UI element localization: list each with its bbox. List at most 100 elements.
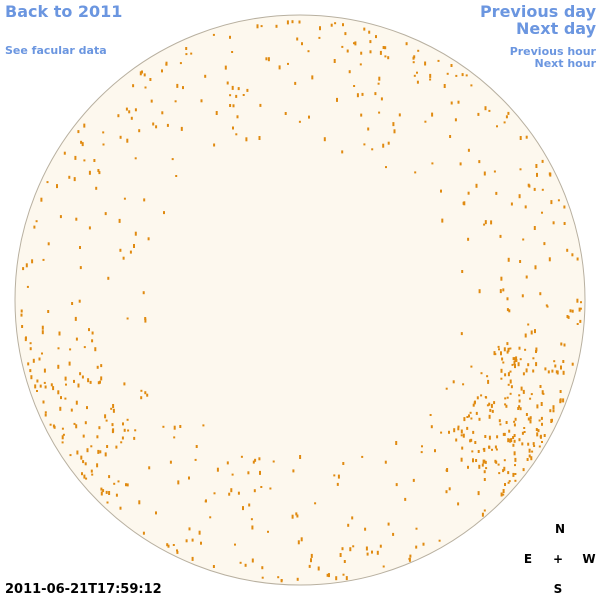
facula [552,221,555,225]
facula [576,323,579,325]
facula [576,298,579,303]
facula [393,129,396,134]
facula [507,383,510,386]
facula [84,462,87,466]
facula [543,434,546,437]
facula [506,342,509,346]
facula [52,386,55,391]
facula [369,40,372,44]
facula [495,191,498,195]
facula [522,389,525,394]
facula [235,133,238,136]
facula [493,170,496,173]
facula [382,143,385,148]
facula [563,343,566,347]
facula [478,417,481,421]
facula [375,35,377,39]
facula [559,390,562,393]
facula [298,120,301,123]
facula [41,325,44,330]
facula [404,497,407,501]
facula [246,88,249,92]
facula [339,553,342,557]
facula [261,576,264,579]
previous-day-link[interactable]: Previous day [479,2,596,21]
facula [287,62,289,65]
facula [77,383,80,388]
facula [378,76,381,81]
facula [560,342,563,346]
facula [277,576,280,579]
facula [119,506,122,510]
facula [231,473,234,476]
facula [422,542,425,546]
facula [299,455,302,459]
facula [260,25,263,28]
facula [542,392,545,395]
faculae [20,20,582,583]
facula [91,339,94,343]
facula [413,74,416,77]
facula [467,237,470,241]
compass-west: W [582,552,596,566]
back-link[interactable]: Back to 2011 [5,2,123,21]
facula [90,469,93,473]
facula [462,433,465,438]
facula [73,177,76,182]
facula [44,411,47,414]
facula [552,409,555,413]
facula [483,509,486,512]
facula [80,455,83,460]
facula [522,372,525,376]
facula [513,439,516,443]
facula [40,197,43,202]
facula [213,143,216,147]
facula [504,373,507,377]
facula [457,425,460,428]
facula [261,566,264,570]
facula [477,450,480,453]
facula [166,123,169,127]
facula [518,399,521,403]
facula [517,407,520,410]
facula [413,55,416,59]
facula [119,248,122,252]
facula [104,212,107,216]
facula [416,71,418,74]
facula [361,92,364,96]
facula [437,59,440,62]
facula [69,348,72,351]
next-day-link[interactable]: Next day [516,19,596,38]
facula [161,111,164,115]
facula [21,325,24,328]
facula [513,423,516,427]
facula [527,417,530,421]
facula [536,432,539,437]
facula [429,73,432,78]
facula [367,127,370,131]
facula [56,184,58,189]
facula [519,136,522,140]
facula [326,573,329,577]
facula [463,417,466,422]
next-hour-link[interactable]: Next hour [534,57,597,70]
facula [522,238,525,241]
facula [440,431,443,434]
facula [269,487,272,490]
previous-hour-link[interactable]: Previous hour [509,45,596,58]
facular-link[interactable]: See facular data [5,44,107,57]
facula [296,577,299,581]
facula [505,404,508,408]
facula [460,429,463,434]
facula [26,285,29,288]
facula [528,454,531,458]
facula [140,389,143,392]
facula [569,309,572,313]
facula [180,126,183,131]
facula [348,70,351,74]
facula [272,460,275,463]
facula [514,473,517,475]
facula [499,289,502,294]
facula [347,523,350,527]
facula [502,288,505,292]
